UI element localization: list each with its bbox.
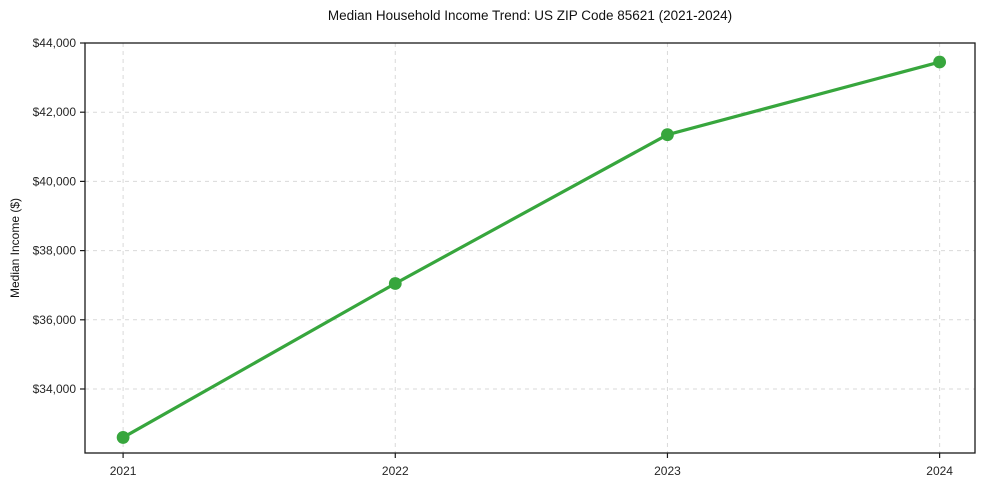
y-tick-label: $42,000 [33,105,77,119]
chart-title: Median Household Income Trend: US ZIP Co… [327,8,733,23]
x-tick-label: 2021 [110,464,137,478]
plot-frame [84,42,976,454]
data-point-marker [661,128,674,142]
y-axis-label: Median Income ($) [8,197,22,299]
x-tick-label: 2022 [382,464,409,478]
y-tick-label: $40,000 [33,174,77,188]
x-tick-label: 2023 [654,464,681,478]
y-tick-label: $38,000 [33,244,77,258]
y-tick-label: $36,000 [33,313,77,327]
data-point-marker [116,431,130,444]
x-tick-label: 2024 [926,464,953,478]
y-tick-label: $34,000 [33,382,77,396]
data-point-marker [933,55,947,69]
data-point-marker [388,277,402,290]
trend-line [121,60,942,440]
y-tick-label: $44,000 [33,36,77,50]
